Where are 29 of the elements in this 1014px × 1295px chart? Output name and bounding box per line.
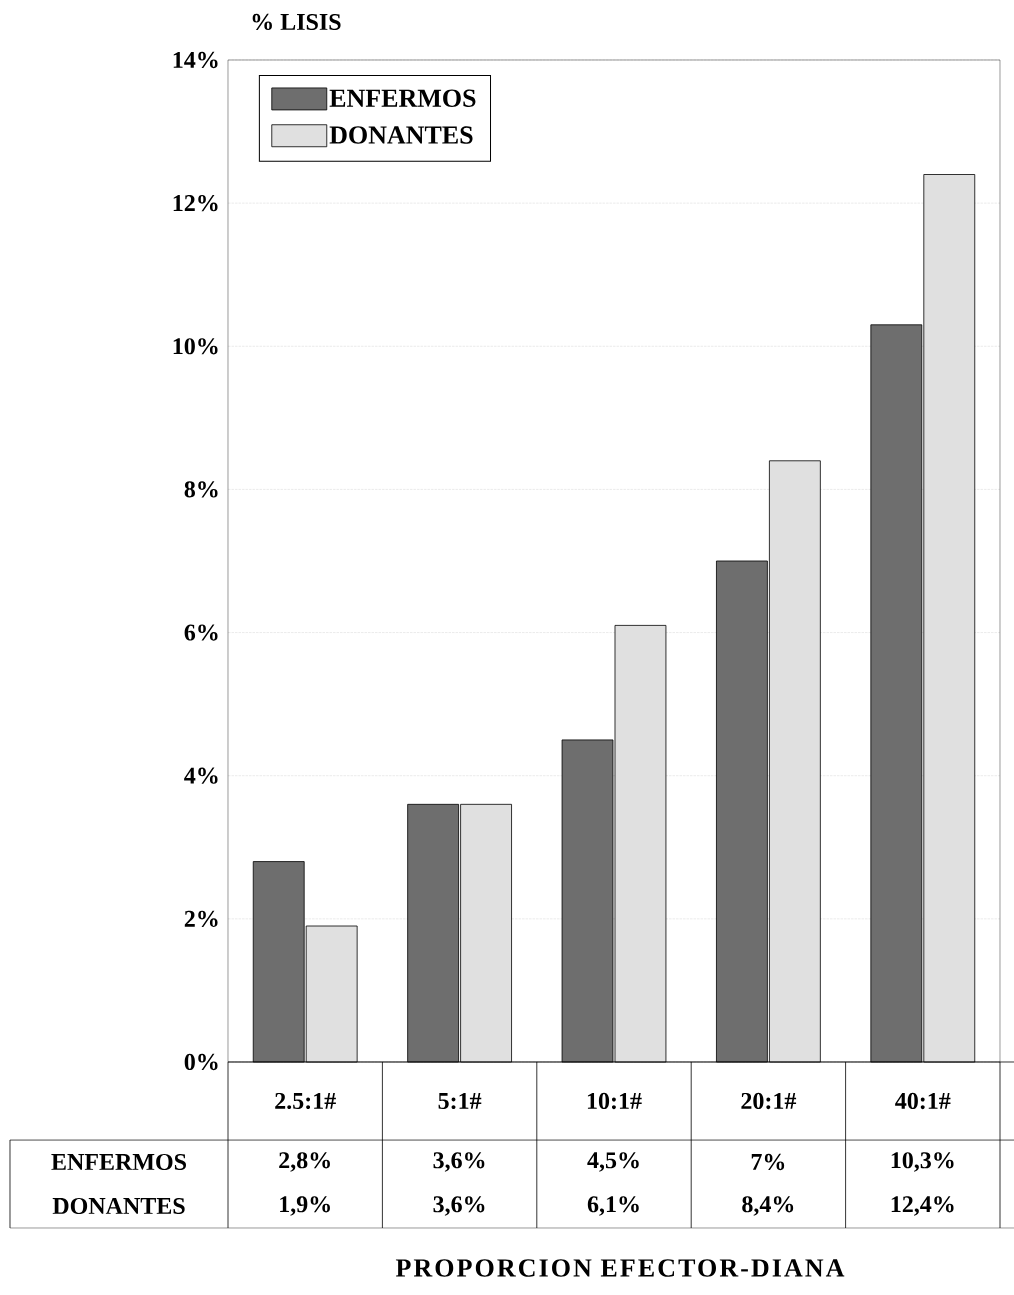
data-label: 3,6%: [433, 1152, 485, 1172]
data-label: 4,5%: [587, 1152, 639, 1172]
data-label: 12,4%: [891, 1196, 954, 1216]
legend-label: ENFERMOS: [329, 89, 476, 107]
data-label: 6,1%: [587, 1196, 639, 1216]
y-tick-label: 8%: [184, 481, 218, 498]
text: DONANTES: [52, 1197, 185, 1215]
x-tick-label: 40:1#: [894, 1092, 951, 1110]
y-tick-label: 0%: [184, 1053, 218, 1071]
x-tick-label: 20:1#: [741, 1092, 796, 1110]
text: ENFERMOS: [51, 1153, 186, 1171]
x-tick-label: 2.5:1#: [275, 1092, 336, 1110]
data-label: 2,8%: [279, 1152, 330, 1172]
x-tick-label: 5:1#: [438, 1092, 482, 1110]
y-tick-label: 12%: [173, 194, 218, 212]
y-axis-title: % LISIS: [252, 13, 341, 31]
y-tick-label: 2%: [184, 910, 218, 927]
x-tick-label: 10:1#: [587, 1092, 642, 1110]
text: PROPORCION EFECTOR-DIANA: [395, 1259, 845, 1277]
data-label: 10,3%: [891, 1152, 954, 1172]
data-label: 7%: [751, 1153, 784, 1171]
data-label: 8,4%: [742, 1196, 793, 1216]
legend-label: DONANTES: [329, 126, 473, 144]
y-tick-label: 6%: [184, 624, 218, 641]
data-label: 1,9%: [279, 1196, 330, 1216]
y-tick-label: 10%: [173, 338, 218, 355]
y-tick-label: 14%: [173, 51, 218, 69]
y-tick-label: 4%: [183, 767, 218, 784]
data-label: 3,6%: [433, 1196, 485, 1216]
